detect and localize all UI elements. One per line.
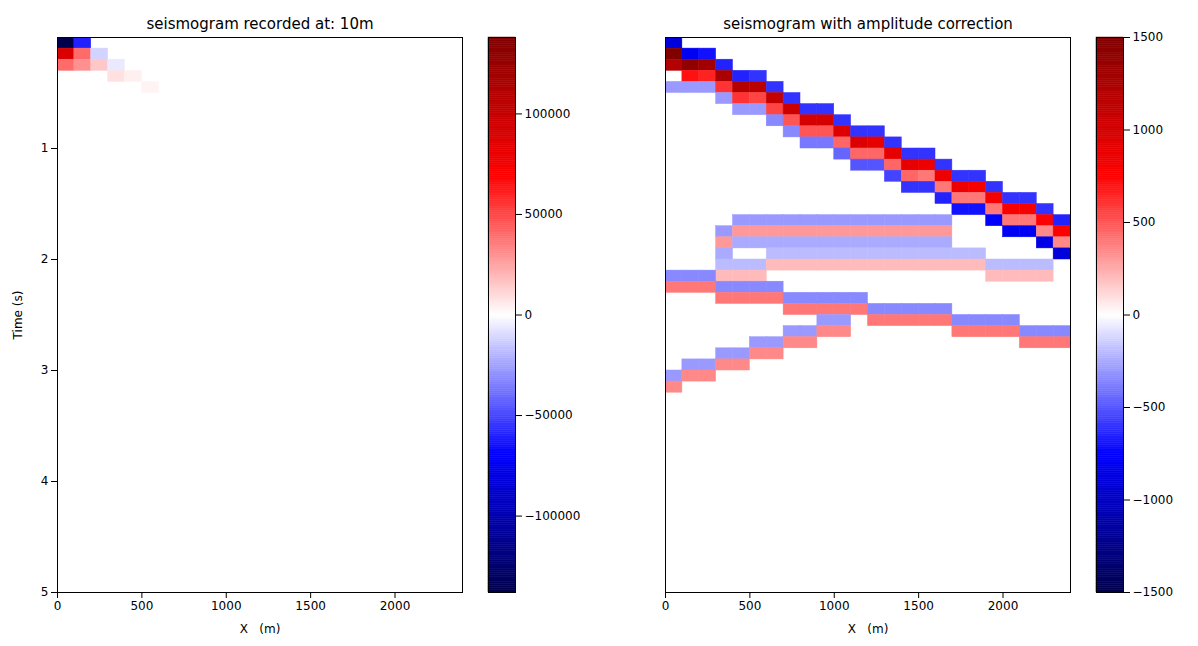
svg-text:0: 0 [54, 599, 62, 613]
svg-text:seismogram with amplitude corr: seismogram with amplitude correction [723, 15, 1013, 33]
svg-text:X (m): X (m) [240, 622, 281, 636]
svg-text:2: 2 [41, 252, 49, 266]
svg-text:−500: −500 [1133, 400, 1166, 414]
svg-text:2000: 2000 [988, 599, 1019, 613]
svg-text:4: 4 [41, 474, 49, 488]
svg-text:1500: 1500 [295, 599, 326, 613]
svg-text:3: 3 [41, 363, 49, 377]
svg-text:1: 1 [41, 141, 49, 155]
svg-text:0: 0 [525, 308, 533, 322]
svg-text:0: 0 [1133, 308, 1141, 322]
svg-text:−100000: −100000 [525, 509, 581, 523]
svg-text:−1000: −1000 [1133, 493, 1174, 507]
svg-text:1000: 1000 [1133, 123, 1164, 137]
svg-text:50000: 50000 [525, 207, 563, 221]
svg-text:Time (s): Time (s) [11, 291, 25, 341]
svg-text:500: 500 [130, 599, 153, 613]
svg-text:500: 500 [1133, 215, 1156, 229]
svg-text:1000: 1000 [211, 599, 242, 613]
svg-text:1500: 1500 [1133, 30, 1164, 44]
svg-text:seismogram recorded at: 10m: seismogram recorded at: 10m [146, 15, 373, 33]
svg-text:500: 500 [738, 599, 761, 613]
svg-text:−1500: −1500 [1133, 585, 1174, 599]
svg-text:X (m): X (m) [848, 622, 889, 636]
svg-text:0: 0 [662, 599, 670, 613]
svg-text:2000: 2000 [380, 599, 411, 613]
svg-text:100000: 100000 [525, 107, 571, 121]
svg-text:5: 5 [41, 585, 49, 599]
svg-text:1000: 1000 [819, 599, 850, 613]
svg-text:1500: 1500 [903, 599, 934, 613]
svg-text:−50000: −50000 [525, 408, 573, 422]
